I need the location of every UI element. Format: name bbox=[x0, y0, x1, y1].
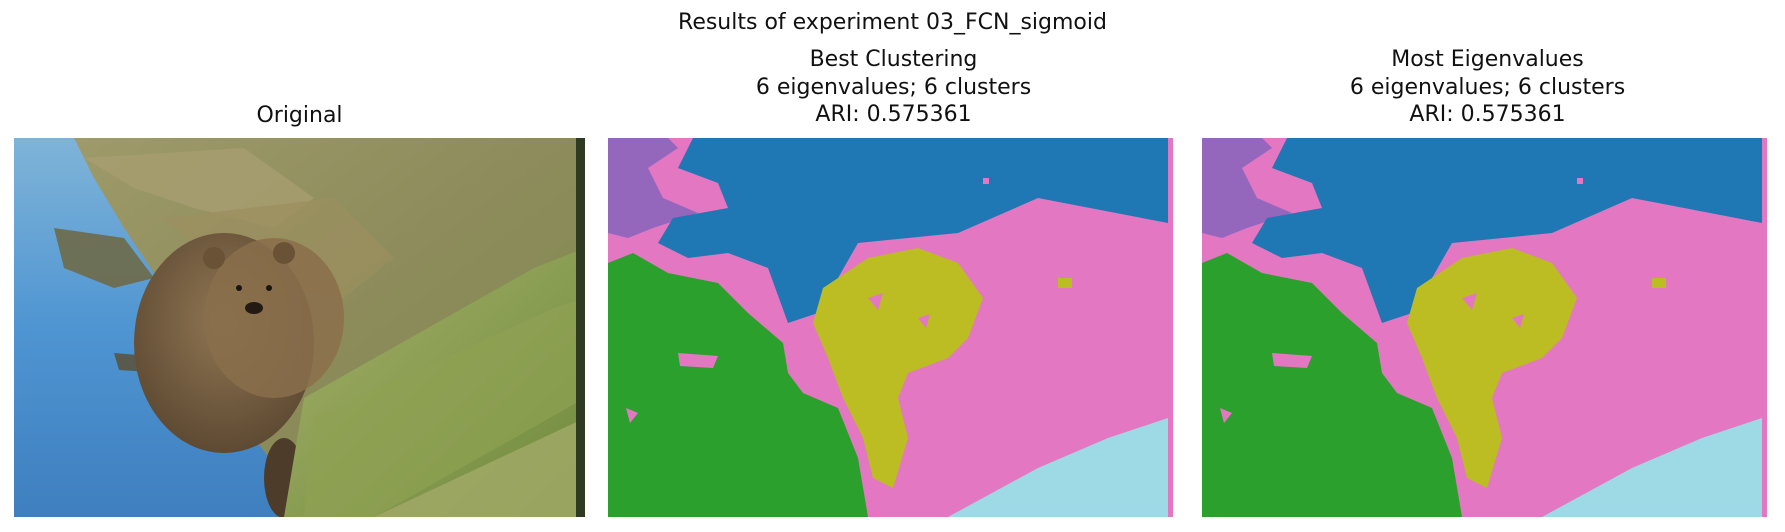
panel-most-eigenvalues: Most Eigenvalues 6 eigenvalues; 6 cluste… bbox=[1202, 0, 1773, 532]
cluster-olive bbox=[1407, 248, 1577, 488]
cluster-map-most bbox=[1202, 138, 1773, 517]
panel-title-line: Most Eigenvalues bbox=[1391, 47, 1584, 72]
figure-title: Results of experiment 03_FCN_sigmoid bbox=[678, 10, 1107, 35]
panel-original: Original bbox=[14, 0, 585, 532]
panel-title-line: 6 eigenvalues; 6 clusters bbox=[755, 74, 1032, 100]
panel-title-line: ARI: 0.575361 bbox=[815, 102, 972, 127]
panel-title: Most Eigenvalues 6 eigenvalues; 6 cluste… bbox=[1202, 46, 1773, 129]
panel-title-line: 6 eigenvalues; 6 clusters bbox=[1349, 74, 1626, 100]
cluster-purple bbox=[608, 138, 698, 238]
cluster-olive bbox=[813, 248, 983, 488]
panel-best-clustering: Best Clustering 6 eigenvalues; 6 cluster… bbox=[608, 0, 1179, 532]
cluster-map-svg bbox=[608, 138, 1179, 517]
cluster-blue bbox=[658, 138, 1168, 323]
cluster-blue bbox=[1252, 138, 1762, 323]
original-photo bbox=[14, 138, 585, 517]
panel-title-line: Original bbox=[256, 103, 343, 128]
cluster-map-best bbox=[608, 138, 1179, 517]
panel-title: Original bbox=[14, 102, 585, 130]
cluster-purple bbox=[1202, 138, 1292, 238]
cluster-green bbox=[1202, 253, 1462, 517]
panel-title: Best Clustering 6 eigenvalues; 6 cluster… bbox=[608, 46, 1179, 129]
cluster-cyan bbox=[1542, 418, 1762, 517]
panel-title-line: ARI: 0.575361 bbox=[1409, 102, 1566, 127]
panel-title-line: Best Clustering bbox=[809, 47, 978, 72]
cluster-cyan bbox=[948, 418, 1168, 517]
cluster-map-svg bbox=[1202, 138, 1773, 517]
bear-photo-svg bbox=[14, 138, 585, 517]
cluster-green bbox=[608, 253, 868, 517]
